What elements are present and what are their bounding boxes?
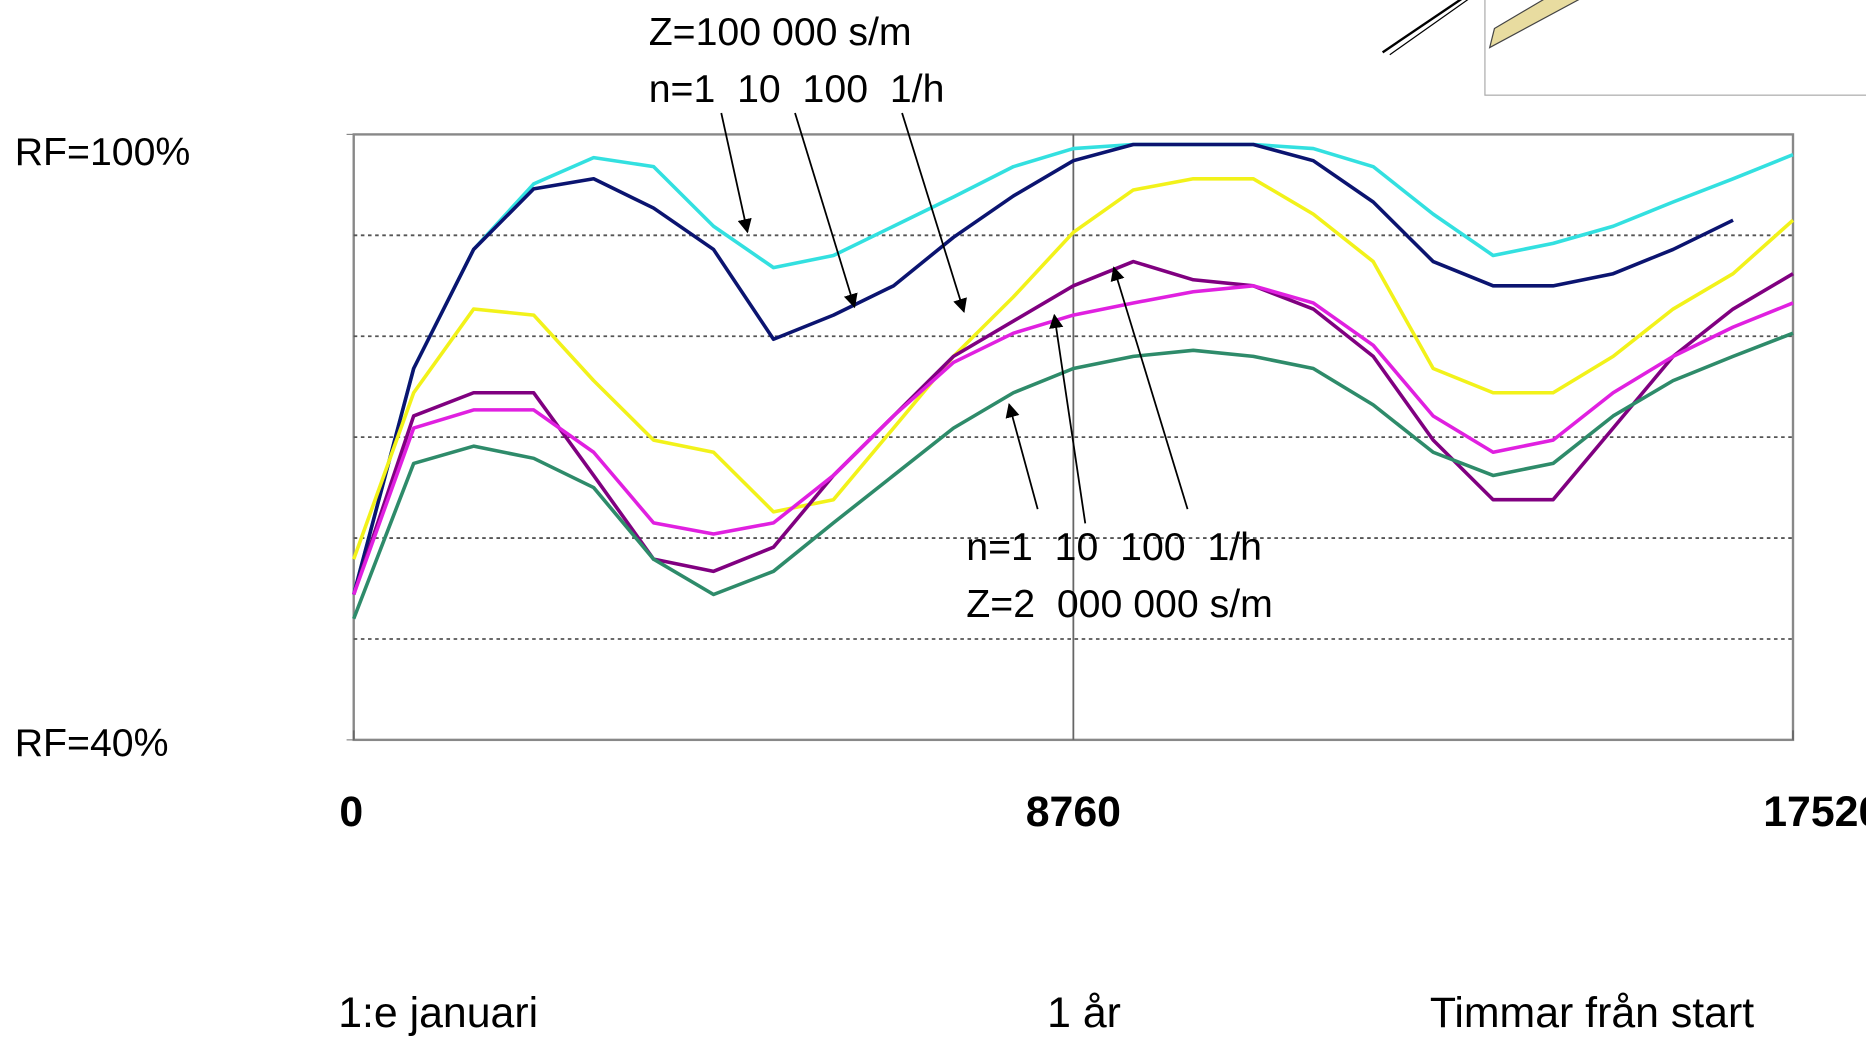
x-tick-label: 0	[339, 788, 363, 836]
chart: Z=100 000 s/m n=1 10 100 1/h n=1 10 100 …	[0, 0, 1866, 1042]
x-sublabel: 1:e januari	[338, 989, 538, 1037]
y-tick-label: RF=100%	[15, 130, 191, 174]
annotation: Z=2 000 000 s/m	[966, 582, 1273, 626]
x-sublabel: Timmar från start	[1430, 989, 1754, 1037]
annotation: n=1 10 100 1/h	[966, 525, 1262, 569]
annotation: Z=100 000 s/m	[649, 10, 912, 54]
x-sublabel: 1 år	[1047, 989, 1121, 1037]
x-tick-label: 17520	[1763, 788, 1866, 836]
x-tick-label: 8760	[1026, 788, 1121, 836]
corner-illustration	[1383, 0, 1866, 95]
y-tick-label: RF=40%	[15, 721, 169, 765]
annotation: n=1 10 100 1/h	[649, 67, 945, 111]
